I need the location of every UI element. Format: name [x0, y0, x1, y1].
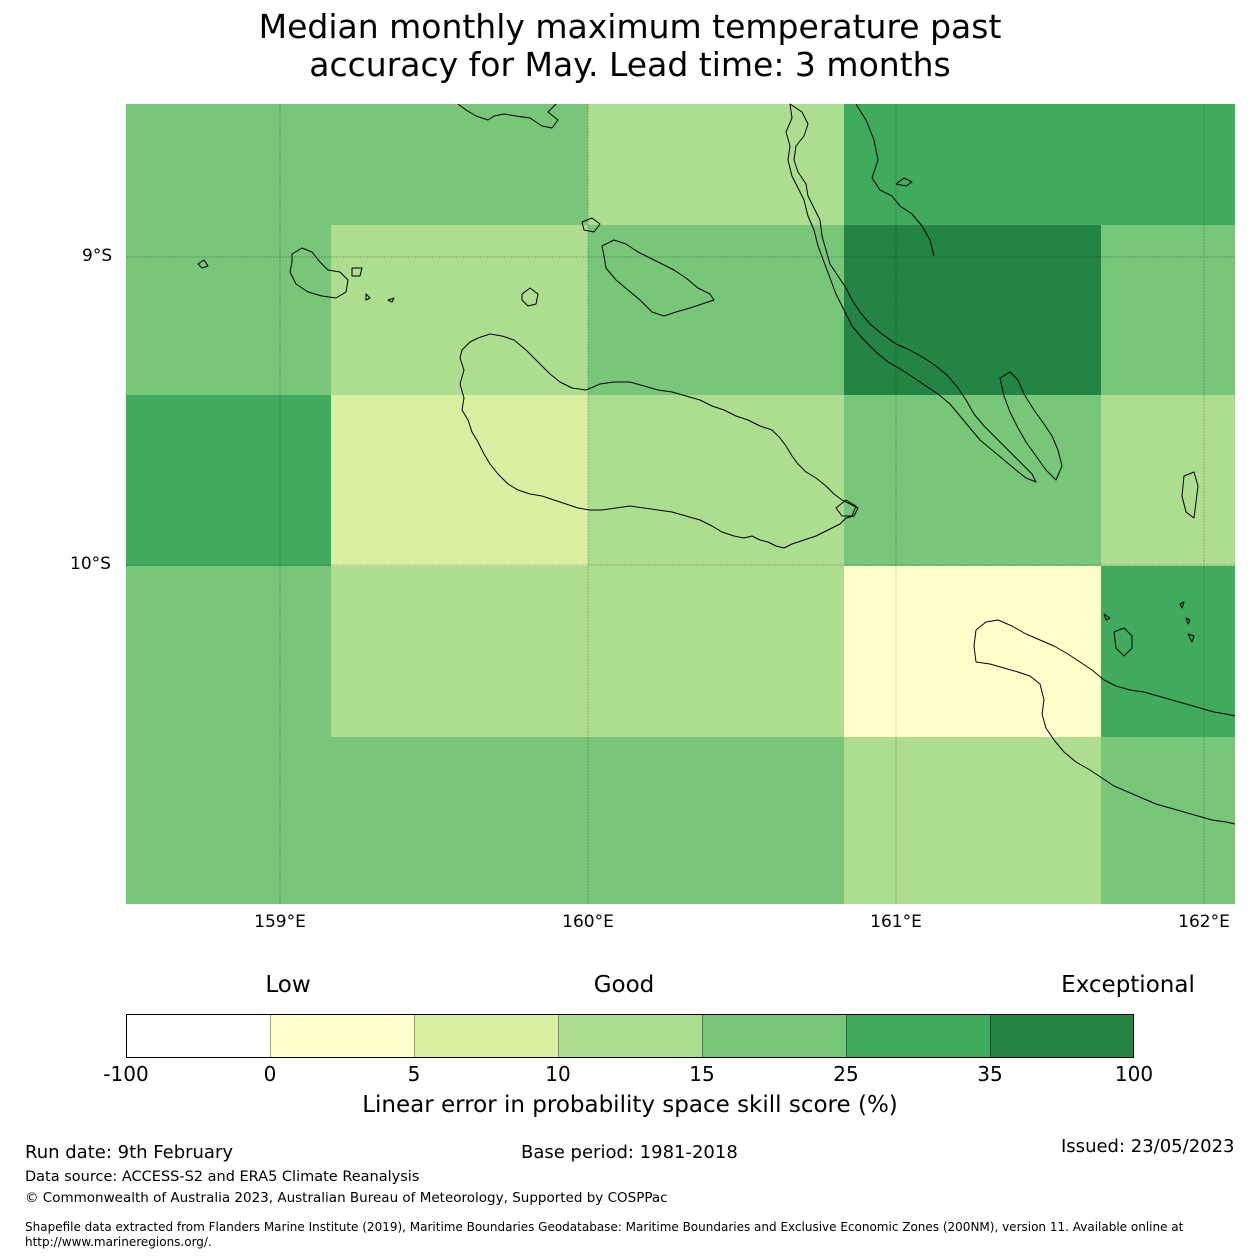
grid-cell — [588, 566, 844, 737]
grid-cell — [1101, 566, 1235, 737]
coastlines — [197, 103, 1236, 825]
lon-label-160e: 160°E — [562, 912, 614, 932]
grid-cell — [588, 104, 844, 225]
island-coastline — [1187, 633, 1195, 643]
issued-date: Issued: 23/05/2023 — [1061, 1136, 1235, 1157]
island-coastline — [1181, 471, 1199, 519]
colorbar-bin — [846, 1014, 990, 1058]
grid-cell — [126, 104, 331, 225]
santa-isabel-coastline — [785, 103, 1037, 483]
island-coastline — [855, 103, 935, 257]
colorbar-tick: 35 — [977, 1062, 1003, 1086]
grid-cell — [331, 104, 588, 225]
colorbar-tick: 0 — [263, 1062, 277, 1086]
grid-cell — [1101, 225, 1235, 395]
grid-cell — [331, 566, 588, 737]
grid-cell — [126, 225, 331, 395]
island-coastline — [1179, 601, 1185, 609]
grid-cell — [126, 737, 331, 904]
grid-cell — [331, 737, 588, 904]
colorbar-axis-label: Linear error in probability space skill … — [362, 1092, 898, 1118]
shapefile-note: Shapefile data extracted from Flanders M… — [25, 1220, 1184, 1249]
grid-cell — [844, 395, 1101, 566]
island-coastline — [999, 371, 1063, 481]
grid-cell — [1101, 104, 1235, 225]
island-coastline — [895, 177, 913, 187]
island-coastline — [197, 259, 209, 269]
grid-cell — [588, 737, 844, 904]
grid-cell — [1101, 395, 1235, 566]
colorbar-tick: 15 — [689, 1062, 715, 1086]
guadalcanal-coastline — [459, 333, 859, 549]
island-coastline — [1103, 613, 1111, 621]
base-period: Base period: 1981-2018 — [521, 1142, 738, 1163]
grid-cell — [588, 395, 844, 566]
grid-cell — [844, 566, 1101, 737]
makira-coastline — [973, 629, 1236, 825]
colorbar-bin — [990, 1014, 1134, 1058]
grid-cell — [331, 225, 588, 395]
colorbar-bin — [558, 1014, 702, 1058]
copyright-notice: © Commonwealth of Australia 2023, Austra… — [25, 1190, 668, 1206]
grid-cell — [331, 395, 588, 566]
grid-cell — [844, 737, 1101, 904]
data-source: Data source: ACCESS-S2 and ERA5 Climate … — [25, 1169, 420, 1185]
grid-cell — [844, 104, 1101, 225]
russell-islands-coastline — [289, 247, 349, 299]
colorbar-bin — [702, 1014, 846, 1058]
lat-label-10s: 10°S — [70, 554, 111, 574]
lon-label-161e: 161°E — [870, 912, 922, 932]
makira-coastline — [975, 619, 1236, 717]
island-coastline — [835, 499, 857, 517]
grid-cell — [126, 566, 331, 737]
colorbar-category-low: Low — [265, 972, 311, 998]
colorbar-tick: 100 — [1114, 1062, 1154, 1086]
colorbar-category-good: Good — [593, 972, 655, 998]
island-coastline — [387, 297, 395, 303]
island-coastline — [1113, 627, 1133, 657]
colorbar-border — [126, 1014, 1134, 1058]
grid-cell — [126, 395, 331, 566]
map-title-line-1: Median monthly maximum temperature past — [258, 7, 1002, 46]
colorbar-category-exceptional: Exceptional — [1061, 972, 1195, 998]
florida-islands-coastline — [601, 239, 715, 317]
graticule — [126, 104, 1235, 904]
island-coastline — [581, 217, 601, 233]
island-coastline — [365, 293, 371, 301]
map-title-line-2: accuracy for May. Lead time: 3 months — [309, 45, 951, 84]
lat-label-9s: 9°S — [82, 246, 113, 266]
grid-cell — [844, 225, 1101, 395]
colorbar-bin — [126, 1014, 270, 1058]
colorbar — [126, 1014, 1134, 1058]
savo-island-coastline — [521, 287, 539, 307]
colorbar-tick: -100 — [103, 1062, 149, 1086]
island-coastline — [457, 103, 559, 129]
lon-label-162e: 162°E — [1178, 912, 1230, 932]
run-date: Run date: 9th February — [25, 1142, 234, 1163]
island-coastline — [351, 267, 363, 277]
colorbar-bin — [270, 1014, 414, 1058]
colorbar-bin — [414, 1014, 558, 1058]
lon-label-159e: 159°E — [254, 912, 306, 932]
colorbar-tick: 25 — [833, 1062, 859, 1086]
island-coastline — [1185, 617, 1191, 625]
colorbar-tick: 10 — [545, 1062, 571, 1086]
grid-cell — [588, 225, 844, 395]
colorbar-tick: 5 — [407, 1062, 421, 1086]
skill-grid — [126, 104, 1235, 904]
